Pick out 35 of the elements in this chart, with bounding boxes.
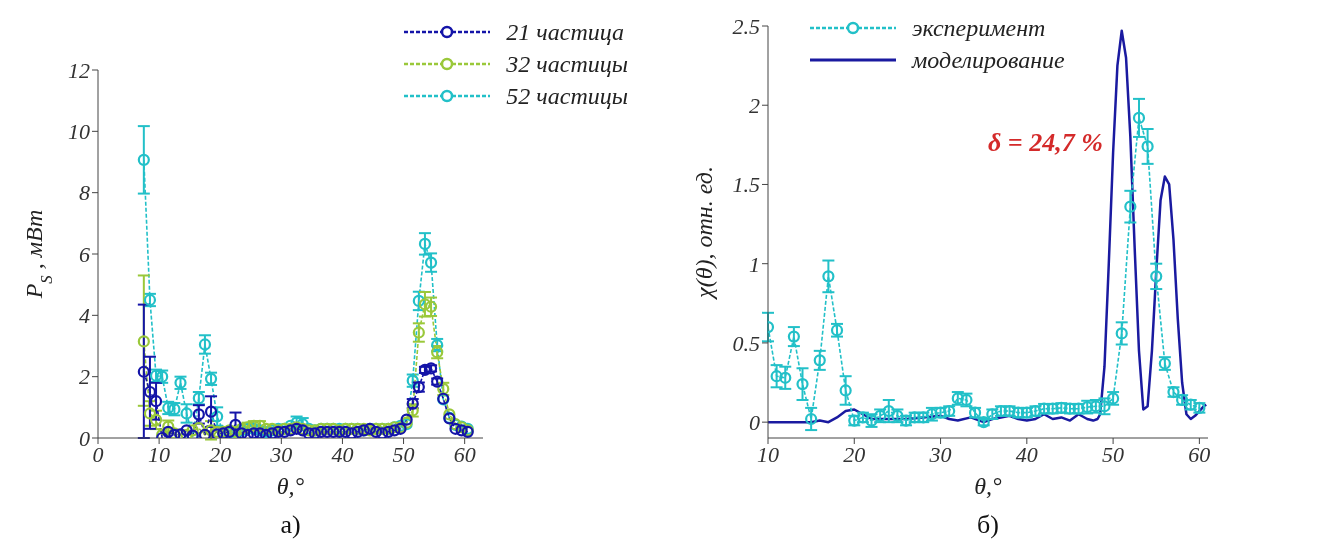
x-tick-label: 60 — [453, 441, 476, 467]
x-tick-label: 10 — [148, 441, 171, 467]
x-tick-label: 40 — [331, 441, 354, 467]
y-tick-label: 1.5 — [732, 172, 760, 198]
x-axis-title: θ,° — [276, 473, 305, 499]
x-axis-title: θ,° — [974, 473, 1003, 499]
x-tick-label: 20 — [209, 441, 232, 467]
y-tick-label: 2 — [749, 93, 760, 119]
y-tick-label: 1 — [749, 251, 760, 277]
text: а) — [279, 510, 302, 540]
y-axis-title: χ(θ), отн. ед. — [691, 166, 717, 300]
x-tick-label: 20 — [843, 441, 866, 467]
x-tick-label: 30 — [928, 441, 952, 467]
x-tick-label: 60 — [1188, 441, 1211, 467]
legend-label: моделирование — [912, 46, 1065, 74]
y-tick-label: 4 — [79, 303, 90, 329]
text: б) — [976, 510, 1000, 540]
y-tick-label: 0 — [79, 425, 90, 451]
y-tick-label: 8 — [79, 180, 90, 206]
x-tick-label: 50 — [1102, 441, 1125, 467]
y-tick-label: 0 — [749, 409, 760, 435]
legend-label: 52 частицы — [506, 82, 628, 110]
x-tick-label: 40 — [1015, 441, 1038, 467]
annotation: δ = 24,7 % — [988, 128, 1103, 158]
legend-label: 21 частица — [506, 18, 625, 46]
y-tick-label: 0.5 — [732, 330, 760, 356]
legend-label: эксперимент — [912, 14, 1046, 42]
legend-label: 32 частицы — [506, 50, 628, 78]
y-tick-label: 12 — [68, 57, 90, 83]
y-tick-label: 2 — [79, 364, 90, 390]
y-tick-label: 2.5 — [732, 13, 760, 39]
x-tick-label: 30 — [269, 441, 293, 467]
x-tick-label: 50 — [392, 441, 415, 467]
y-tick-label: 10 — [68, 119, 90, 145]
y-tick-label: 6 — [79, 241, 90, 267]
